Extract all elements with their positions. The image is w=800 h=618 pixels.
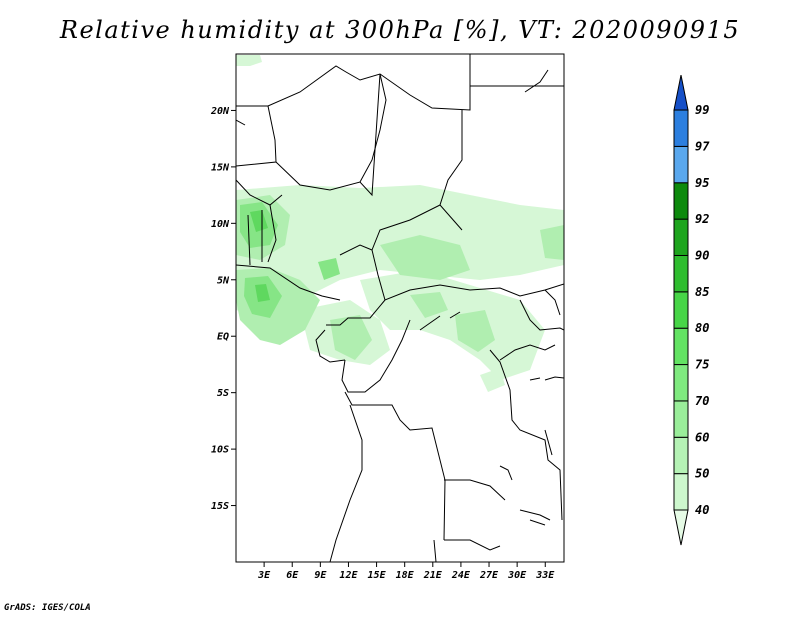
lat-tick-label: EQ bbox=[217, 332, 229, 343]
colorbar-box bbox=[673, 109, 689, 147]
lat-tick-label: 10N bbox=[211, 219, 230, 230]
lon-tick-label: 30E bbox=[507, 570, 527, 581]
colorbar-box bbox=[673, 436, 689, 475]
chart-title: Relative humidity at 300hPa [%], VT: 202… bbox=[59, 16, 741, 44]
colorbar-label: 85 bbox=[695, 285, 709, 299]
colorbar-label: 50 bbox=[695, 467, 709, 481]
longitude-axis: 3E 6E 9E 12E 15E 18E 21E 24E 27E 30E 33E bbox=[257, 562, 555, 581]
colorbar-label: 97 bbox=[695, 139, 710, 153]
colorbar-box bbox=[673, 254, 689, 293]
colorbar-box bbox=[673, 218, 689, 256]
lat-tick-label: 15S bbox=[211, 501, 229, 512]
lon-tick-label: 15E bbox=[368, 570, 387, 581]
lon-tick-label: 9E bbox=[314, 570, 327, 581]
colorbar-box bbox=[673, 327, 689, 366]
colorbar-label: 80 bbox=[695, 321, 709, 335]
grads-credit: GrADS: IGES/COLA bbox=[4, 603, 91, 613]
colorbar-box bbox=[673, 473, 689, 511]
lat-tick-label: 15N bbox=[211, 162, 230, 173]
colorbar-label: 99 bbox=[695, 103, 709, 117]
lon-tick-label: 33E bbox=[535, 570, 555, 581]
colorbar-label: 40 bbox=[695, 503, 709, 517]
colorbar-box bbox=[673, 364, 689, 402]
colorbar-box bbox=[673, 291, 689, 329]
lon-tick-label: 27E bbox=[479, 570, 499, 581]
colorbar: 40 50 60 70 75 80 85 90 92 95 97 99 bbox=[673, 74, 710, 546]
lon-tick-label: 18E bbox=[396, 570, 415, 581]
colorbar-box bbox=[673, 400, 689, 438]
colorbar-box bbox=[673, 145, 689, 184]
lat-tick-label: 5N bbox=[217, 275, 230, 286]
lon-tick-label: 6E bbox=[286, 570, 299, 581]
colorbar-label: 60 bbox=[695, 430, 709, 444]
colorbar-box bbox=[673, 182, 689, 220]
lon-tick-label: 12E bbox=[339, 570, 358, 581]
lat-tick-label: 5S bbox=[217, 388, 229, 399]
humidity-field bbox=[236, 55, 564, 392]
colorbar-label: 90 bbox=[695, 248, 709, 262]
lon-tick-label: 21E bbox=[423, 570, 443, 581]
lat-tick-label: 20N bbox=[210, 106, 230, 117]
lat-tick-label: 10S bbox=[211, 445, 229, 456]
colorbar-label: 75 bbox=[695, 358, 709, 372]
colorbar-label: 70 bbox=[695, 394, 709, 408]
colorbar-label: 95 bbox=[695, 176, 709, 190]
latitude-axis: 20N 15N 10N 5N EQ 5S 10S 15S bbox=[210, 106, 236, 512]
colorbar-lower-triangle bbox=[673, 509, 689, 546]
colorbar-label: 92 bbox=[695, 212, 709, 226]
lon-tick-label: 24E bbox=[451, 570, 471, 581]
colorbar-upper-triangle bbox=[673, 74, 689, 111]
lon-tick-label: 3E bbox=[257, 570, 271, 581]
map-frame bbox=[235, 53, 565, 563]
country-borders bbox=[236, 54, 564, 562]
